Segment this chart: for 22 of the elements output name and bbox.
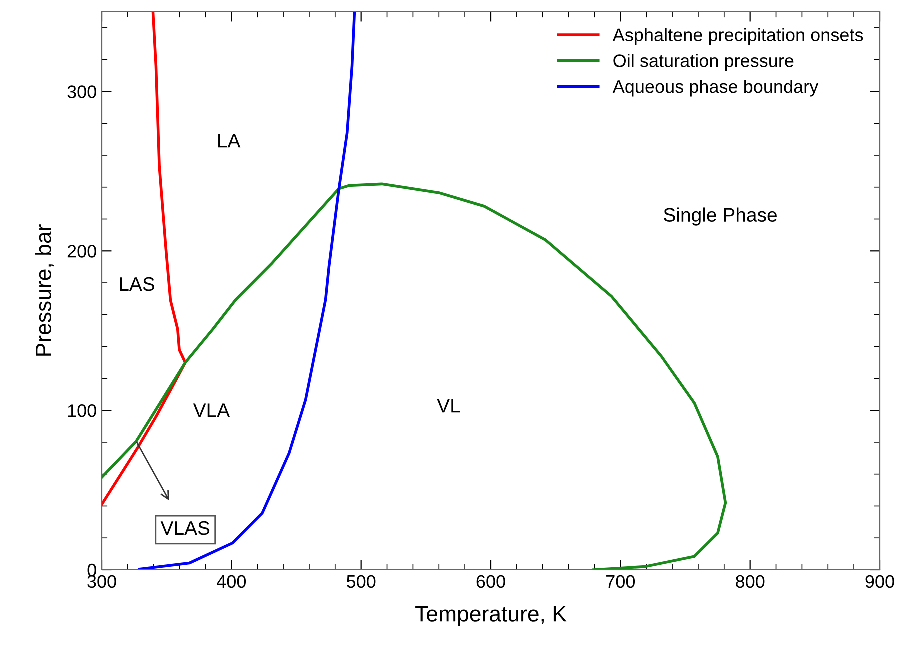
x-tick-label: 900 xyxy=(866,575,894,588)
annotation: LA xyxy=(218,134,241,148)
x-tick-label: 700 xyxy=(606,575,636,588)
x-tick-label: 400 xyxy=(217,575,246,588)
annotation: Single Phase xyxy=(664,208,777,226)
x-axis-title: Temperature, K xyxy=(416,606,567,626)
y-tick-label: 100 xyxy=(68,404,96,418)
x-tick-label: 600 xyxy=(476,575,506,588)
annotation: LAS xyxy=(120,277,154,292)
y-axis-title: Pressure, bar xyxy=(35,224,54,356)
line-series xyxy=(102,12,187,506)
y-tick-label: 200 xyxy=(68,245,96,258)
y-tick-label: 300 xyxy=(68,86,96,98)
annotation: VL xyxy=(437,399,460,413)
annotation: VLA xyxy=(193,404,230,418)
legend-label: Aqueous phase boundary xyxy=(612,80,819,97)
annotation: VLAS xyxy=(160,521,210,536)
legend-label: Asphaltene precipitation onsets xyxy=(612,28,864,46)
legend-label: Oil saturation pressure xyxy=(614,54,794,71)
x-tick-label: 500 xyxy=(346,575,376,588)
x-tick-label: 300 xyxy=(88,575,116,588)
x-tick-label: 800 xyxy=(736,575,765,588)
